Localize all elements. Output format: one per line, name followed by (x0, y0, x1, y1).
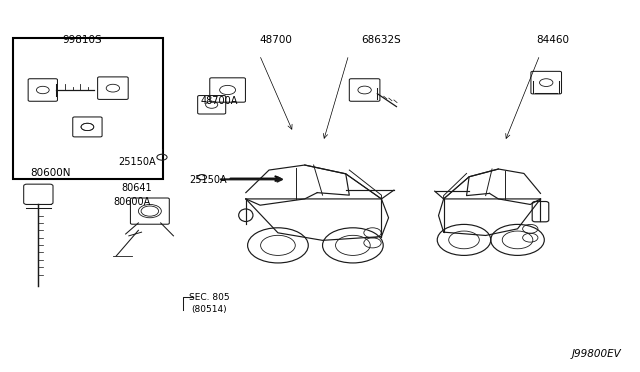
Text: 99810S: 99810S (62, 35, 102, 45)
Text: 48700: 48700 (259, 35, 292, 45)
Text: 48700A: 48700A (201, 96, 238, 106)
Text: 84460: 84460 (537, 35, 570, 45)
Text: 68632S: 68632S (362, 35, 401, 45)
Text: (80514): (80514) (191, 305, 227, 314)
Text: 25150A: 25150A (118, 157, 156, 167)
Text: J99800EV: J99800EV (572, 349, 621, 359)
Text: SEC. 805: SEC. 805 (189, 293, 230, 302)
Text: 80600N: 80600N (30, 168, 70, 178)
Text: 25150A: 25150A (189, 176, 227, 186)
Text: 80600A: 80600A (113, 196, 150, 206)
Bar (13, 38, 163, 179)
Text: 80641: 80641 (121, 183, 152, 193)
